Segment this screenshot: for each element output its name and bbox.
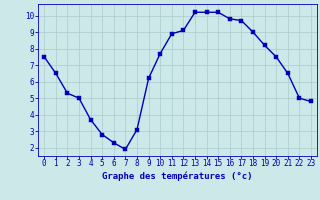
X-axis label: Graphe des températures (°c): Graphe des températures (°c) — [102, 171, 253, 181]
